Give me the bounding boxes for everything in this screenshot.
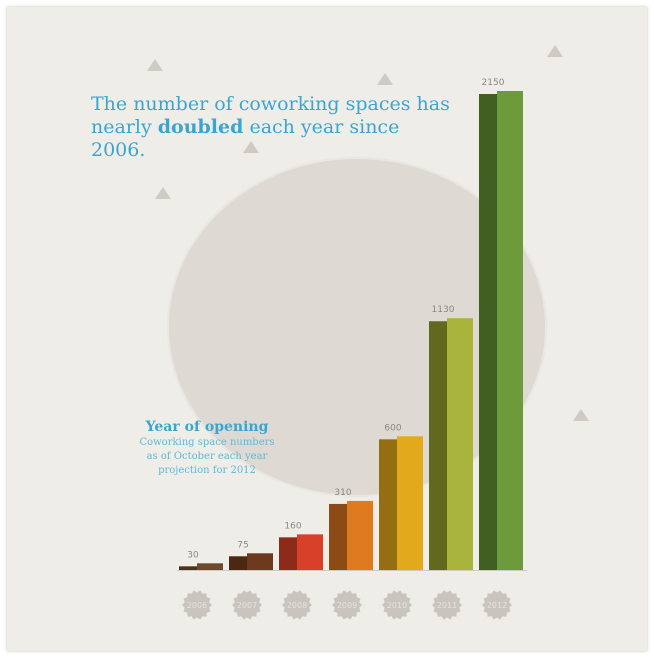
bar-2007 [247, 553, 273, 570]
title-text-end: each year since 2006. [91, 116, 400, 161]
decorative-triangle [547, 45, 563, 57]
year-label-2011: 2011 [437, 601, 457, 610]
bar-2012 [497, 91, 523, 570]
decorative-triangle [147, 59, 163, 71]
year-badge-2010 [382, 590, 412, 620]
value-label-2010: 600 [384, 423, 401, 433]
year-badge-2009 [332, 590, 362, 620]
bar-side-2006 [179, 566, 197, 570]
year-badge-2011 [432, 590, 462, 620]
year-badge-2006 [182, 590, 212, 620]
value-label-2008: 160 [284, 521, 301, 531]
legend-note-line-1: Coworking space numbers [139, 437, 275, 448]
year-label-2010: 2010 [387, 601, 407, 610]
chart-title: The number of coworking spaces has nearl… [91, 93, 451, 162]
decorative-triangle [573, 409, 589, 421]
year-label-2006: 2006 [187, 601, 207, 610]
title-emphasis: doubled [157, 116, 244, 138]
value-label-2007: 75 [237, 540, 248, 550]
title-text-start: The number of coworking spaces has nearl… [91, 93, 450, 138]
value-label-2009: 310 [334, 488, 351, 498]
bar-side-2011 [429, 321, 447, 570]
decorative-triangle [243, 141, 259, 153]
year-badge-2012 [482, 590, 512, 620]
value-label-2006: 30 [187, 550, 199, 560]
bar-2009 [347, 500, 373, 570]
infographic-frame: The number of coworking spaces has nearl… [7, 7, 647, 651]
year-label-2008: 2008 [287, 601, 307, 610]
bar-side-2008 [279, 537, 297, 570]
bar-2006 [197, 563, 223, 570]
legend-box: Year of opening Coworking space numbers … [127, 419, 287, 477]
bar-2008 [297, 534, 323, 570]
year-label-2012: 2012 [487, 601, 507, 610]
bar-side-2012 [479, 94, 497, 570]
year-badge-2007 [232, 590, 262, 620]
bar-side-2007 [229, 556, 247, 570]
value-label-2012: 2150 [482, 78, 505, 88]
legend-note-line-3: projection for 2012 [158, 465, 256, 476]
year-label-2009: 2009 [337, 601, 357, 610]
year-label-2007: 2007 [237, 601, 257, 610]
legend-note-line-2: as of October each year [146, 451, 268, 462]
legend-heading: Year of opening [145, 419, 269, 435]
year-badge-2008 [282, 590, 312, 620]
bar-side-2010 [379, 439, 397, 570]
bar-2010 [397, 436, 423, 570]
decorative-triangle [155, 187, 171, 199]
decorative-triangle [377, 73, 393, 85]
bar-chart: 30 2006 75 2007 160 2008 310 2009 600 2010 1130 201… [177, 78, 527, 620]
value-label-2011: 1130 [432, 305, 455, 315]
bar-2011 [447, 318, 473, 570]
bar-side-2009 [329, 503, 347, 570]
